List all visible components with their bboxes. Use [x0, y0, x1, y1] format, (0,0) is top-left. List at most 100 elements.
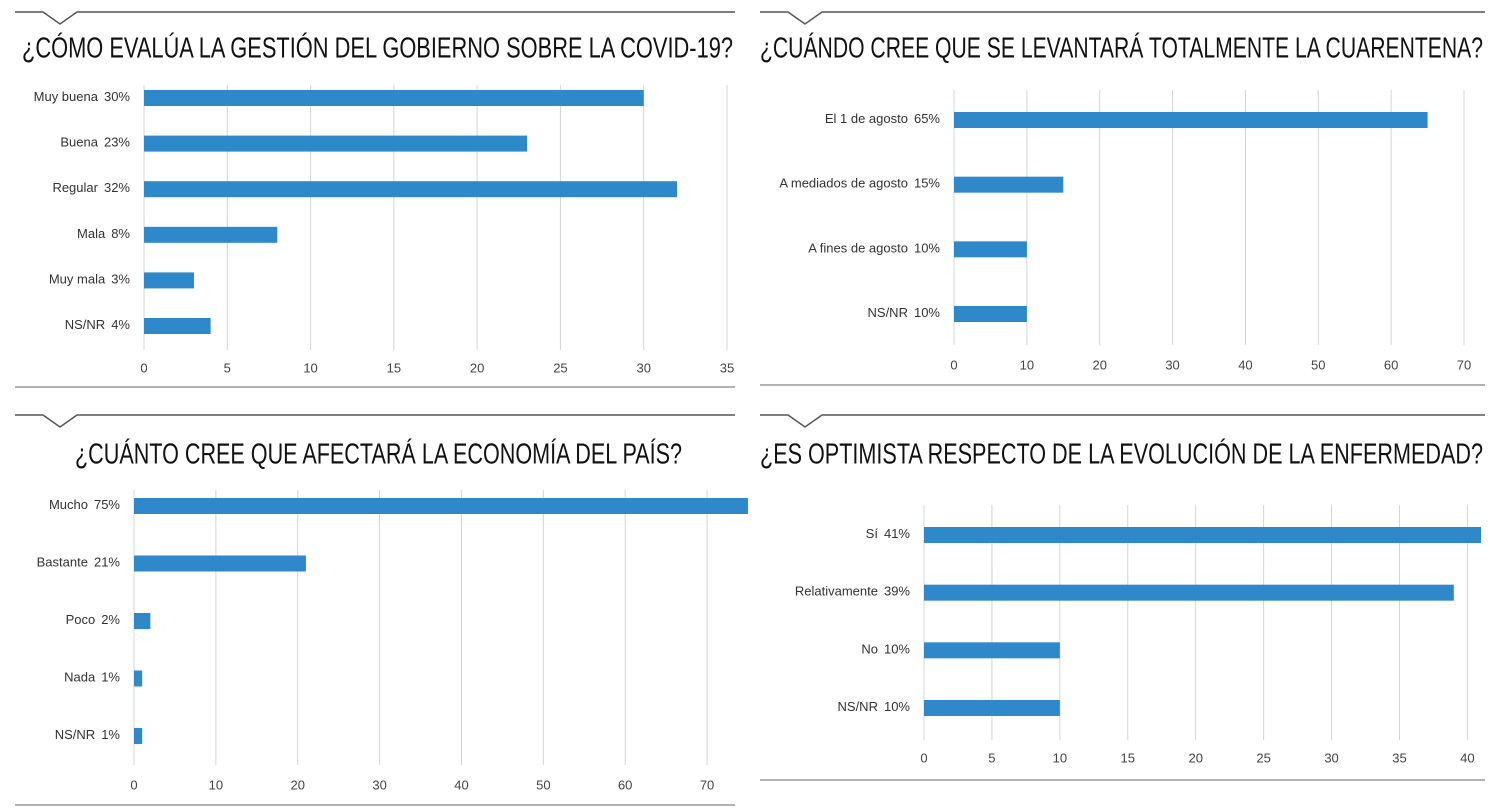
panel-top-rule	[15, 414, 735, 428]
x-tick-label: 20	[1188, 750, 1202, 765]
category-name: A mediados de agosto	[779, 176, 908, 191]
value-label: 15%	[914, 176, 940, 191]
category-name: Nada	[64, 670, 96, 685]
category-label: El 1 de agosto 65%	[825, 111, 941, 126]
category-label: Mucho 75%	[49, 497, 120, 512]
x-tick-label: 15	[1121, 750, 1135, 765]
category-name: Mucho	[49, 497, 88, 512]
x-tick-label: 15	[387, 360, 401, 375]
category-label: Muy mala 3%	[49, 272, 131, 287]
category-name: NS/NR	[65, 317, 105, 332]
x-tick-label: 35	[720, 360, 734, 375]
chart-panel: ¿ES OPTIMISTA RESPECTO DE LA EVOLUCIÓN D…	[760, 414, 1485, 781]
category-label: Mala 8%	[77, 226, 130, 241]
chart-panel: ¿CÓMO EVALÚA LA GESTIÓN DEL GOBIERNO SOB…	[15, 11, 735, 388]
category-name: Bastante	[37, 555, 88, 570]
category-name: NS/NR	[55, 727, 95, 742]
panel-top-rule	[760, 414, 1485, 428]
bar	[134, 670, 143, 687]
x-tick-label: 25	[553, 360, 567, 375]
x-tick-label: 0	[920, 750, 927, 765]
category-label: NS/NR 10%	[868, 305, 941, 320]
x-tick-label: 40	[1238, 357, 1252, 372]
bar	[954, 176, 1064, 193]
value-label: 75%	[94, 497, 120, 512]
category-label: NS/NR 10%	[838, 699, 911, 714]
x-tick-label: 20	[290, 777, 304, 792]
category-name: NS/NR	[838, 699, 878, 714]
value-label: 3%	[111, 272, 130, 287]
x-tick-label: 0	[950, 357, 957, 372]
bar	[134, 555, 306, 572]
bar	[144, 90, 644, 106]
category-label: Bastante 21%	[37, 555, 121, 570]
x-tick-label: 0	[130, 777, 137, 792]
x-tick-label: 10	[1020, 357, 1034, 372]
bar	[954, 241, 1027, 258]
category-name: Poco	[66, 612, 96, 627]
x-tick-label: 30	[1324, 750, 1338, 765]
value-label: 23%	[104, 135, 130, 150]
category-label: Sí 41%	[866, 526, 911, 541]
x-tick-label: 10	[1053, 750, 1067, 765]
x-tick-label: 70	[700, 777, 714, 792]
x-tick-label: 0	[140, 360, 147, 375]
category-label: Regular 32%	[52, 181, 130, 196]
category-label: No 10%	[861, 642, 910, 657]
category-name: Sí	[866, 526, 879, 541]
x-tick-label: 40	[1460, 750, 1474, 765]
category-label: Buena 23%	[60, 135, 130, 150]
x-tick-label: 60	[618, 777, 632, 792]
value-label: 4%	[111, 317, 130, 332]
category-label: Nada 1%	[64, 670, 120, 685]
panel-top-rule	[760, 11, 1485, 25]
category-name: El 1 de agosto	[825, 111, 908, 126]
value-label: 1%	[101, 727, 120, 742]
bar	[144, 272, 194, 289]
bar	[134, 613, 151, 629]
chart-panel: ¿CUÁNTO CREE QUE AFECTARÁ LA ECONOMÍA DE…	[15, 414, 748, 806]
chart-panel: ¿CUÁNDO CREE QUE SE LEVANTARÁ TOTALMENTE…	[760, 11, 1485, 386]
x-tick-label: 5	[224, 360, 231, 375]
chart-title: ¿CÓMO EVALÚA LA GESTIÓN DEL GOBIERNO SOB…	[22, 32, 733, 65]
category-name: Buena	[60, 135, 98, 150]
x-tick-label: 30	[636, 360, 650, 375]
value-label: 1%	[101, 670, 120, 685]
x-tick-label: 50	[1311, 357, 1325, 372]
value-label: 2%	[101, 612, 120, 627]
x-tick-label: 20	[470, 360, 484, 375]
value-label: 41%	[884, 526, 910, 541]
bar	[954, 306, 1027, 322]
bar	[954, 112, 1428, 128]
bar	[144, 135, 528, 152]
category-name: Muy mala	[49, 272, 106, 287]
category-name: NS/NR	[868, 305, 908, 320]
chart-title: ¿CUÁNTO CREE QUE AFECTARÁ LA ECONOMÍA DE…	[75, 438, 682, 471]
bar	[134, 498, 748, 514]
category-label: A fines de agosto 10%	[808, 241, 940, 256]
value-label: 10%	[884, 699, 910, 714]
bar	[924, 642, 1060, 659]
category-label: Relativamente 39%	[795, 584, 911, 599]
category-name: Regular	[52, 181, 98, 196]
value-label: 32%	[104, 181, 130, 196]
value-label: 21%	[94, 555, 120, 570]
x-tick-label: 35	[1392, 750, 1406, 765]
value-label: 10%	[914, 241, 940, 256]
category-label: Poco 2%	[66, 612, 121, 627]
bar	[924, 700, 1060, 716]
x-tick-label: 30	[372, 777, 386, 792]
bar	[134, 728, 143, 744]
category-label: NS/NR 4%	[65, 317, 131, 332]
chart-title: ¿ES OPTIMISTA RESPECTO DE LA EVOLUCIÓN D…	[760, 438, 1483, 471]
bar	[924, 527, 1481, 543]
x-tick-label: 20	[1092, 357, 1106, 372]
chart-title: ¿CUÁNDO CREE QUE SE LEVANTARÁ TOTALMENTE…	[760, 32, 1483, 65]
category-label: A mediados de agosto 15%	[779, 176, 940, 191]
x-tick-label: 30	[1165, 357, 1179, 372]
category-label: NS/NR 1%	[55, 727, 121, 742]
bar	[144, 226, 278, 243]
category-name: A fines de agosto	[808, 241, 908, 256]
category-name: Relativamente	[795, 584, 878, 599]
